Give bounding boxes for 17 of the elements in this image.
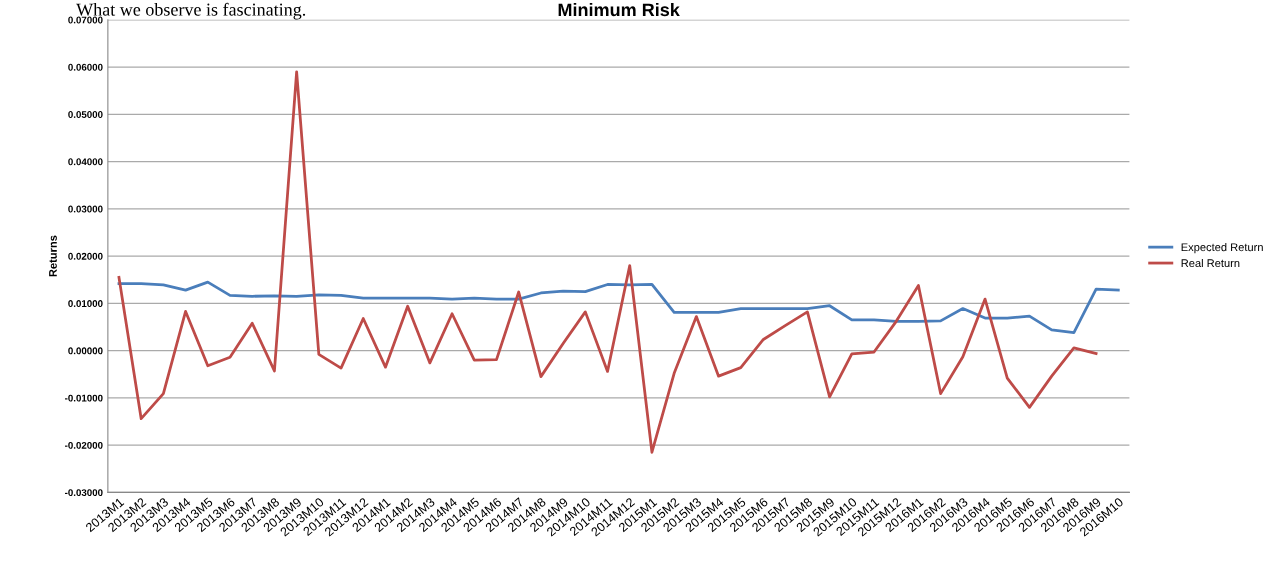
y-tick-label: 0.07000 xyxy=(68,16,103,24)
y-tick-label: 0.01000 xyxy=(68,300,103,307)
line-series xyxy=(117,280,1120,335)
legend-label: Real Return xyxy=(1181,258,1240,268)
y-tick-label: 0.04000 xyxy=(68,158,103,166)
y-tick-label: -0.02000 xyxy=(65,441,103,449)
chart-title: Minimum Risk xyxy=(558,2,680,17)
y-tick-label: -0.03000 xyxy=(65,489,103,497)
y-tick-label: 0.03000 xyxy=(68,205,103,213)
y-axis-title: Returns xyxy=(49,235,57,277)
legend-label: Expected Return xyxy=(1181,242,1263,254)
y-tick-label: 0.06000 xyxy=(68,63,103,71)
y-tick-label: 0.00000 xyxy=(68,347,103,355)
y-tick-label: -0.01000 xyxy=(65,394,103,402)
y-tick-label: 0.05000 xyxy=(68,111,103,118)
line-series xyxy=(117,70,1098,454)
y-tick-label: 0.02000 xyxy=(68,252,103,260)
